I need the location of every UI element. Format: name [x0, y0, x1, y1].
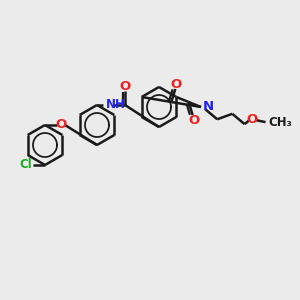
Text: NH: NH [106, 98, 126, 112]
Text: O: O [171, 77, 182, 91]
Text: Cl: Cl [19, 158, 32, 172]
Text: CH₃: CH₃ [268, 116, 292, 129]
Text: N: N [203, 100, 214, 113]
Text: O: O [188, 113, 199, 127]
Text: O: O [119, 80, 130, 92]
Text: O: O [246, 112, 257, 126]
Text: O: O [56, 118, 67, 131]
